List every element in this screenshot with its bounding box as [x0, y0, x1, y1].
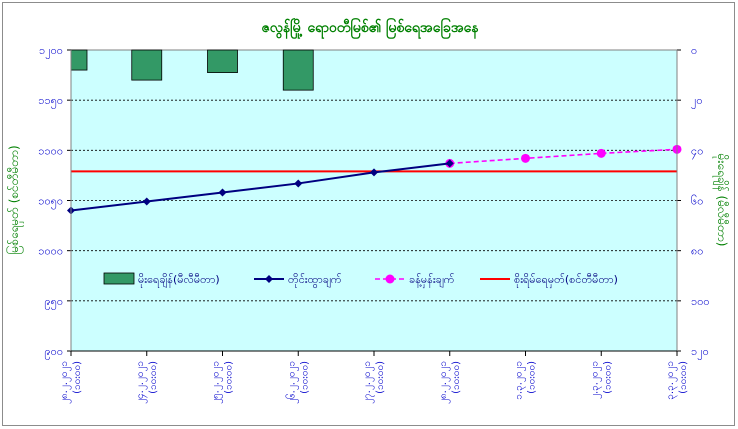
left-tick-label: ၁၀၅၀	[38, 195, 63, 210]
x-tick-label-time: (၁၀း၀၀)	[602, 361, 613, 394]
x-tick-label-date: ၂၇.၂.၂၀၂၁	[362, 361, 375, 404]
left-tick-label: ၉၀၀	[44, 345, 63, 360]
left-axis-label: မြစ်ရေမှတ် (စင်တီမီတာ)	[5, 145, 24, 254]
left-tick-label: ၉၅၀	[44, 295, 63, 310]
left-tick-label: ၁၀၀၀	[38, 245, 63, 258]
x-tick-label-time: (၁၀း၀၀)	[678, 361, 689, 394]
x-tick-label-group: ၂၆.၂.၂၀၂၁ (၁၀း၀၀)	[284, 361, 310, 404]
x-tick-label-time: (၁၀း၀၀)	[375, 361, 386, 394]
legend-swatch-rain	[103, 272, 135, 285]
x-tick-label-date: ၂၆.၂.၂၀၂၁	[284, 361, 299, 404]
right-tick-label: ၈၀	[691, 245, 703, 258]
legend-label-observed: တိုင်းထွာချက်	[288, 273, 342, 288]
right-axis-label: မိုးရေချိန် (မီလီမီတာ)	[712, 154, 730, 247]
x-tick-label-date: ၃.၃.၂၀၂၁	[665, 361, 678, 400]
rainfall-bar	[282, 49, 314, 91]
x-tick-label-group: ၂၇.၂.၂၀၂၁ (၁၀း၀၀)	[362, 361, 386, 404]
x-tick-label-date: ၂.၃.၂၀၂၁	[589, 361, 602, 399]
legend-marker-forecast	[385, 274, 395, 284]
x-tick-label-time: (၁၀း၀၀)	[527, 361, 538, 394]
right-tick-label: ၀	[691, 44, 697, 57]
x-tick-label-group: ၂၄.၂.၂၀၂၁ (၁၀း၀၀)	[135, 361, 159, 404]
x-tick-label-group: ၂၈.၂.၂၀၂၁ (၁၀း၀၀)	[59, 361, 83, 404]
x-tick-label-group: ၂၈.၂.၂၀၂၁ (၁၀း၀၀)	[438, 361, 462, 404]
observed-point	[445, 159, 454, 168]
x-tick-label-group: ၁.၃.၂၀၂၁ (၁၀း၀၀)	[514, 361, 538, 400]
left-tick-label: ၁၂၀၀	[39, 44, 63, 59]
x-tick-label-time: (၁၀း၀၀)	[299, 361, 310, 394]
chart-title: ဇလွန်မြို့ ရောဝတီမြစ်၏ မြစ်ရေအခြေအနေ	[261, 18, 479, 39]
right-tick-label: ၆၀	[691, 195, 703, 208]
rainfall-bar	[207, 49, 238, 73]
x-tick-label-date: ၂၈.၂.၂၀၂၁	[438, 361, 451, 404]
forecast-line	[449, 148, 678, 165]
x-tick-label-date: ၁.၃.၂၀၂၁	[514, 361, 527, 400]
x-tick-label-group: ၂.၃.၂၀၂၁ (၁၀း၀၀)	[589, 361, 613, 399]
right-tick-label: ၁၀၀	[691, 295, 710, 308]
x-tick-label-group: ၂၅.၂.၂၀၂၁ (၁၀း၀၀)	[211, 361, 235, 404]
x-tick-label-time: (၁၀း၀၀)	[224, 361, 235, 394]
legend-label-rain: မိုးရေချိန်(မီလီမီတာ)	[138, 273, 220, 288]
x-tick-label-date: ၂၅.၂.၂၀၂၁	[211, 361, 224, 404]
left-tick-label: ၁၁၅၀	[38, 94, 63, 109]
x-tick-label-time: (၁၀း၀၀)	[148, 361, 159, 394]
x-tick-label-date: ၂၄.၂.၂၀၂၁	[135, 361, 148, 404]
forecast-point	[596, 148, 606, 158]
observed-point	[218, 188, 227, 197]
legend-label-danger: စိုးရိမ်ရေမှတ်(စင်တီမီတာ)	[514, 273, 618, 288]
x-tick-label-group: ၃.၃.၂၀၂၁ (၁၀း၀၀)	[665, 361, 689, 400]
legend-label-forecast: ခန့်မှန်းချက်	[409, 273, 455, 288]
x-tick-label-time: (၁၀း၀၀)	[72, 361, 83, 394]
legend-marker-observed	[265, 275, 273, 283]
rainfall-bar	[131, 49, 163, 81]
observed-point	[294, 179, 303, 188]
right-tick-label: ၂၀	[691, 94, 703, 109]
rainfall-bar	[70, 49, 88, 71]
left-tick-label: ၁၁၀၀	[38, 144, 63, 157]
legend: မိုးရေချိန်(မီလီမီတာ) တိုင်းထွာချက် ခန့်မှ…	[103, 272, 618, 288]
right-tick-label: ၄၀	[691, 144, 703, 159]
x-tick-label-time: (၁၀း၀၀)	[451, 361, 462, 394]
observed-line	[70, 162, 450, 212]
right-tick-label: ၁၂၀	[691, 345, 709, 360]
forecast-point	[521, 153, 530, 163]
observed-point	[370, 168, 378, 177]
x-tick-label-date: ၂၈.၂.၂၀၂၁	[59, 361, 72, 404]
observed-point	[142, 197, 151, 206]
